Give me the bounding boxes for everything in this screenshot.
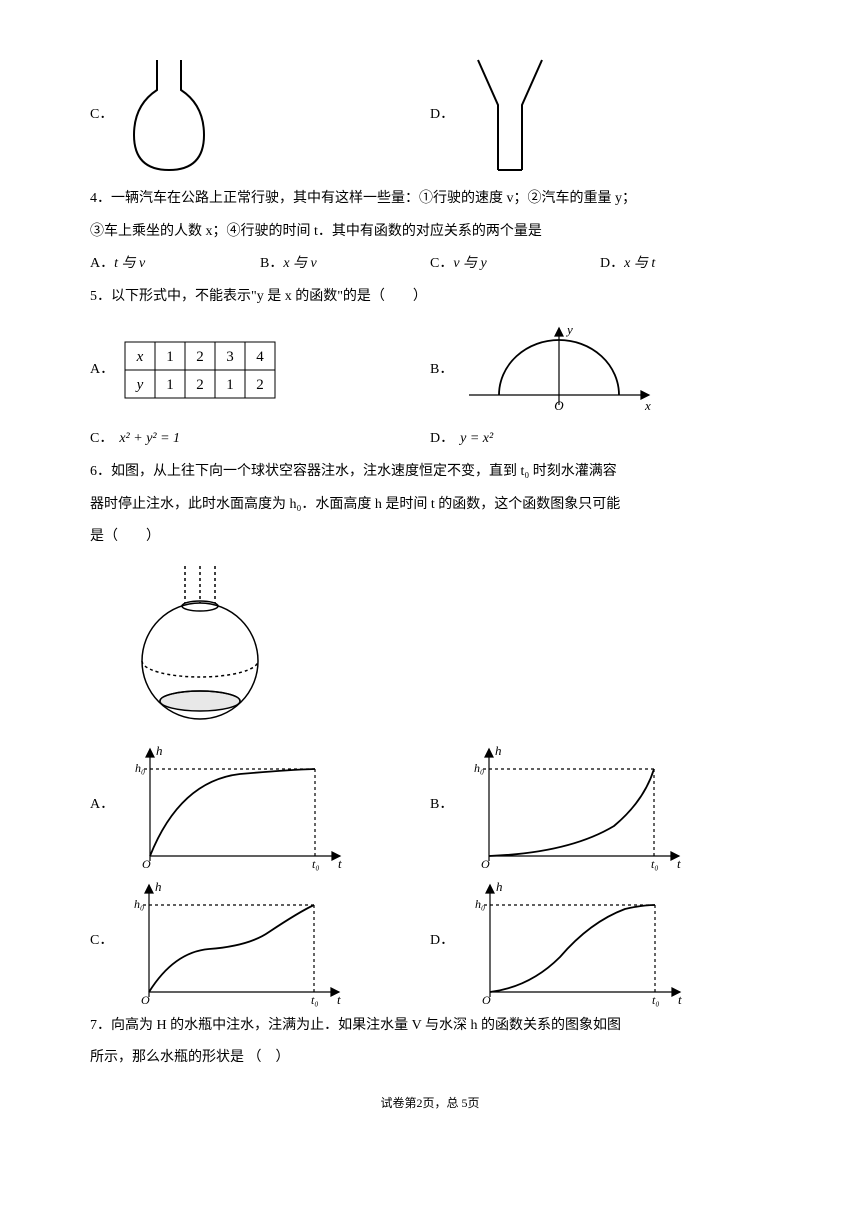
graph-h: h <box>495 743 502 758</box>
sphere-icon <box>130 561 270 731</box>
q6-c-label: C． <box>90 928 113 955</box>
graph-h: h <box>496 879 503 894</box>
graph-origin: O <box>481 857 490 871</box>
graph-c-icon: h₀ t₀ O h t <box>119 877 349 1007</box>
q6-a-label: A． <box>90 792 114 819</box>
q3-option-d[interactable]: D． <box>430 50 770 180</box>
q5-option-c[interactable]: C． x² + y² = 1 <box>90 426 430 453</box>
q6-line2: 器时停止注水，此时水面高度为 h₀．水面高度 h 是时间 t 的函数，这个函数图… <box>90 492 770 519</box>
flask-icon <box>119 50 219 180</box>
q7-line2: 所示，那么水瓶的形状是 （ ） <box>90 1045 770 1072</box>
q4-c-text: v 与 y <box>453 251 486 278</box>
graph-t0: t₀ <box>652 993 660 1007</box>
graph-t: t <box>337 992 341 1007</box>
graph-origin: O <box>142 857 151 871</box>
graph-t: t <box>678 992 682 1007</box>
q4-d-label: D． <box>600 251 624 278</box>
q4-b-text: x 与 v <box>283 251 316 278</box>
graph-origin: O <box>482 993 491 1007</box>
graph-a-icon: h₀ t₀ O h t <box>120 741 350 871</box>
q4-option-a[interactable]: A． t 与 v <box>90 251 260 278</box>
graph-t: t <box>677 856 681 871</box>
table-icon: x 1 2 3 4 y 1 2 1 2 <box>120 337 280 403</box>
table-cell: 4 <box>256 349 264 365</box>
q6-options-ab: A． h₀ t₀ O h t B． <box>90 741 770 871</box>
q5-option-d[interactable]: D． y = x² <box>430 426 770 453</box>
graph-t: t <box>338 856 342 871</box>
q3-option-c[interactable]: C． <box>90 50 430 180</box>
q5-text: 5．以下形式中，不能表示"y 是 x 的函数"的是（ ） <box>90 284 770 311</box>
q4-line2: ③车上乘坐的人数 x；④行驶的时间 t．其中有函数的对应关系的两个量是 <box>90 219 770 246</box>
q4-b-label: B． <box>260 251 283 278</box>
graph-h0: h₀ <box>475 897 485 911</box>
table-cell: 1 <box>166 377 174 393</box>
q3-c-label: C． <box>90 102 113 129</box>
q5-c-label: C． <box>90 426 113 453</box>
q5-option-b[interactable]: B． O x y <box>430 320 770 420</box>
q6-b-label: B． <box>430 792 453 819</box>
table-cell: x <box>136 349 144 365</box>
table-cell: 1 <box>166 349 174 365</box>
table-cell: 1 <box>226 377 234 393</box>
table-cell: 2 <box>196 349 204 365</box>
table-cell: y <box>135 377 144 393</box>
q5-option-a[interactable]: A． x 1 2 3 4 y 1 2 1 2 <box>90 337 430 403</box>
q6-option-d[interactable]: D． h₀ t₀ O h t <box>430 877 770 1007</box>
q4-options: A． t 与 v B． x 与 v C． v 与 y D． x 与 t <box>90 251 770 278</box>
graph-t0: t₀ <box>651 857 659 871</box>
q3-d-label: D． <box>430 102 454 129</box>
graph-h0: h₀ <box>474 761 484 775</box>
q5-a-label: A． <box>90 357 114 384</box>
graph-h0: h₀ <box>134 897 144 911</box>
q4-c-label: C． <box>430 251 453 278</box>
q5-d-text: y = x² <box>460 426 493 453</box>
q5-options-ab: A． x 1 2 3 4 y 1 2 1 2 <box>90 320 770 420</box>
table-cell: 2 <box>256 377 264 393</box>
graph-h0: h₀ <box>135 761 145 775</box>
table-cell: 3 <box>226 349 234 365</box>
graph-d-icon: h₀ t₀ O h t <box>460 877 690 1007</box>
q4-a-text: t 与 v <box>114 251 145 278</box>
q3-options-cd: C． D． <box>90 50 770 180</box>
axis-x-label: x <box>644 398 651 413</box>
q4-option-b[interactable]: B． x 与 v <box>260 251 430 278</box>
q4-option-c[interactable]: C． v 与 y <box>430 251 600 278</box>
q6-line3: 是（ ） <box>90 524 770 551</box>
q6-d-label: D． <box>430 928 454 955</box>
q4-d-text: x 与 t <box>624 251 655 278</box>
graph-t0: t₀ <box>311 993 319 1007</box>
q5-b-label: B． <box>430 357 453 384</box>
q4-line1: 4．一辆汽车在公路上正常行驶，其中有这样一些量：①行驶的速度 v；②汽车的重量 … <box>90 186 770 213</box>
graph-origin: O <box>141 993 150 1007</box>
funnel-icon <box>460 50 560 180</box>
q6-option-c[interactable]: C． h₀ t₀ O h t <box>90 877 430 1007</box>
q5-options-cd: C． x² + y² = 1 D． y = x² <box>90 426 770 453</box>
q6-option-a[interactable]: A． h₀ t₀ O h t <box>90 741 430 871</box>
q6-line1: 6．如图，从上往下向一个球状空容器注水，注水速度恒定不变，直到 t₀ 时刻水灌满… <box>90 459 770 486</box>
graph-h: h <box>156 743 163 758</box>
q4-a-label: A． <box>90 251 114 278</box>
q4-option-d[interactable]: D． x 与 t <box>600 251 770 278</box>
axis-origin: O <box>555 398 565 413</box>
axis-y-label: y <box>565 322 573 337</box>
graph-h: h <box>155 879 162 894</box>
q6-sphere-figure <box>130 561 770 731</box>
q5-c-text: x² + y² = 1 <box>119 426 180 453</box>
table-cell: 2 <box>196 377 204 393</box>
semicircle-graph-icon: O x y <box>459 320 659 420</box>
q6-options-cd: C． h₀ t₀ O h t D． <box>90 877 770 1007</box>
q5-d-label: D． <box>430 426 454 453</box>
graph-b-icon: h₀ t₀ O h t <box>459 741 689 871</box>
graph-t0: t₀ <box>312 857 320 871</box>
q7-line1: 7．向高为 H 的水瓶中注水，注满为止．如果注水量 V 与水深 h 的函数关系的… <box>90 1013 770 1040</box>
q6-option-b[interactable]: B． h₀ t₀ O h t <box>430 741 770 871</box>
page-footer: 试卷第2页，总 5页 <box>90 1092 770 1115</box>
